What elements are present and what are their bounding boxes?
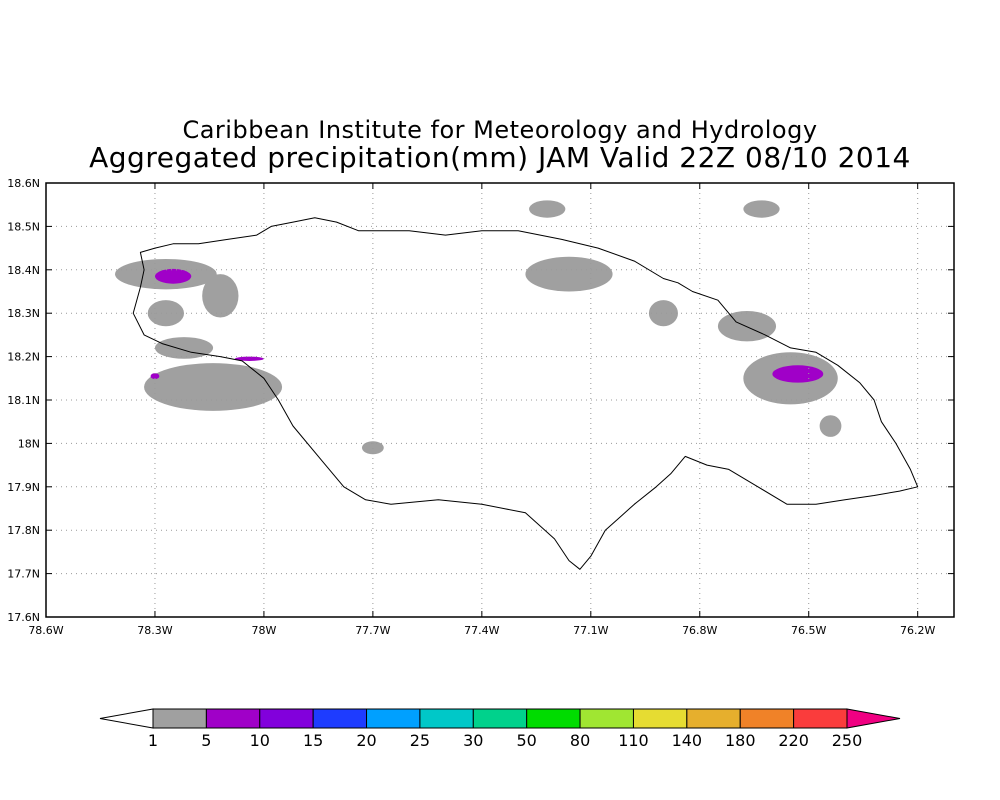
colorbar-label: 80 [570, 731, 590, 750]
colorbar-label: 20 [356, 731, 376, 750]
colorbar-box [366, 708, 421, 729]
colorbar-label: 50 [517, 731, 537, 750]
rain-area-1mm [819, 415, 842, 437]
rain-area-1mm [147, 300, 185, 327]
colorbar-box [526, 708, 581, 729]
colorbar-label: 10 [250, 731, 270, 750]
lat-tick-label: 17.7N [7, 568, 40, 581]
lat-tick-label: 18.6N [7, 177, 40, 190]
lon-tick-label: 76.8W [682, 624, 717, 637]
colorbar-label: 220 [778, 731, 809, 750]
lon-tick-label: 78W [251, 624, 276, 637]
colorbar-label: 5 [201, 731, 211, 750]
rain-area-1mm [529, 200, 566, 218]
rain-area-5mm [234, 356, 264, 361]
lon-tick-label: 77.4W [464, 624, 499, 637]
colorbar-label: 30 [463, 731, 483, 750]
colorbar-box [259, 708, 314, 729]
rain-areas [115, 200, 842, 455]
colorbar-label: 25 [410, 731, 430, 750]
colorbar-box [472, 708, 528, 729]
colorbar-box [205, 708, 261, 729]
lat-tick-label: 17.9N [7, 481, 40, 494]
lat-tick-label: 17.6N [7, 611, 40, 624]
rain-area-1mm [361, 441, 384, 455]
rain-area-1mm [525, 256, 613, 292]
rain-area-1mm [202, 274, 239, 318]
colorbar-under-arrow [99, 708, 154, 729]
lat-tick-label: 18.3N [7, 307, 40, 320]
title-institute: Caribbean Institute for Meteorology and … [182, 116, 818, 144]
rain-area-1mm [648, 300, 678, 327]
title-product: Aggregated precipitation(mm) JAM Valid 2… [89, 141, 911, 174]
lat-tick-label: 18.1N [7, 394, 40, 407]
rain-area-5mm [150, 373, 160, 380]
rain-area-5mm [154, 268, 192, 284]
colorbar: 1 5 10 15 20 25 30 50 80 110 140 180 220 250 [99, 708, 901, 750]
colorbar-label: 1 [148, 731, 158, 750]
colorbar-box [152, 708, 207, 729]
colorbar-box [632, 708, 688, 729]
colorbar-box [312, 708, 368, 729]
colorbar-label: 140 [672, 731, 703, 750]
lat-tick-label: 18.5N [7, 220, 40, 233]
lat-tick-label: 17.8N [7, 524, 40, 537]
lon-tick-label: 77.1W [573, 624, 608, 637]
colorbar-box [419, 708, 474, 729]
rain-area-1mm [154, 337, 214, 359]
lon-tick-label: 76.5W [791, 624, 826, 637]
map-axes: 78.6W 78.3W 78W 77.7W 77.4W 77.1W 76.8W 76.5W 76… [7, 177, 954, 637]
rain-area-1mm [743, 200, 780, 218]
rain-area-5mm [772, 365, 824, 383]
lat-tick-label: 18N [18, 437, 40, 450]
lon-tick-label: 78.6W [28, 624, 63, 637]
lon-tick-label: 78.3W [137, 624, 172, 637]
colorbar-label: 110 [618, 731, 649, 750]
rain-area-1mm [144, 363, 283, 411]
jamaica-coastline [132, 217, 919, 570]
colorbar-label: 180 [725, 731, 756, 750]
colorbar-over-arrow [846, 708, 901, 729]
colorbar-box [739, 708, 795, 729]
colorbar-label: 15 [303, 731, 323, 750]
colorbar-box [579, 708, 634, 729]
colorbar-label: 250 [832, 731, 863, 750]
lon-tick-label: 76.2W [900, 624, 935, 637]
lat-tick-label: 18.2N [7, 351, 40, 364]
colorbar-box [793, 708, 848, 729]
lat-tick-label: 18.4N [7, 264, 40, 277]
lon-tick-label: 77.7W [355, 624, 390, 637]
rain-area-1mm [717, 311, 777, 342]
colorbar-box [686, 708, 741, 729]
